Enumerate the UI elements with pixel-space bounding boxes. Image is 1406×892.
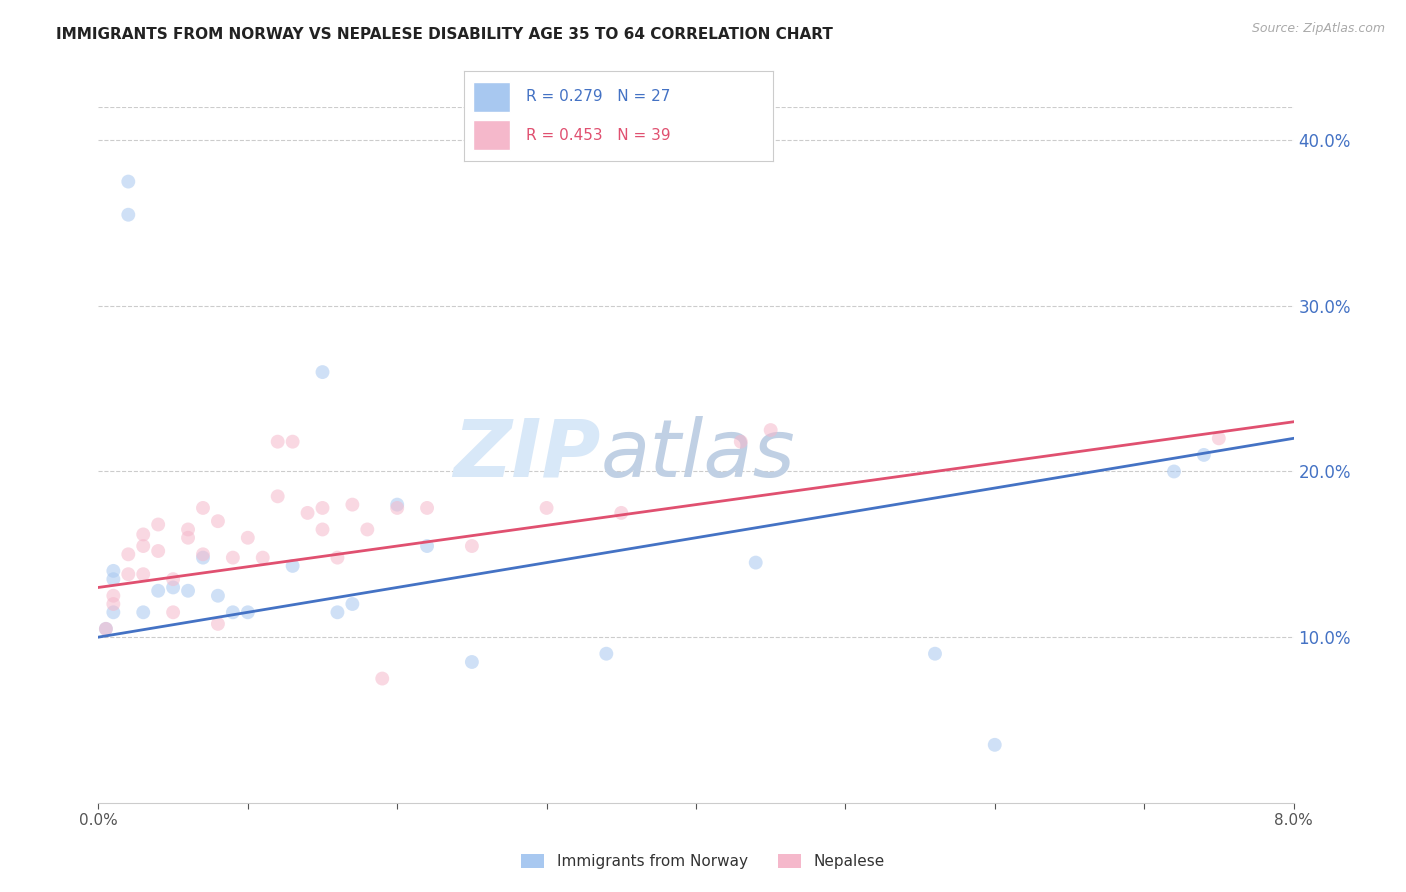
Point — [267, 434, 290, 449]
Point — [103, 605, 125, 619]
Point — [759, 423, 782, 437]
FancyBboxPatch shape — [474, 120, 510, 150]
Point — [177, 531, 200, 545]
Point — [1163, 465, 1185, 479]
Point — [267, 489, 290, 503]
Point — [342, 597, 364, 611]
FancyBboxPatch shape — [474, 82, 510, 112]
Point — [236, 605, 259, 619]
Point — [1192, 448, 1215, 462]
Text: R = 0.453   N = 39: R = 0.453 N = 39 — [526, 128, 671, 143]
Point — [162, 605, 184, 619]
Text: R = 0.279   N = 27: R = 0.279 N = 27 — [526, 89, 671, 103]
Point — [984, 738, 1007, 752]
Point — [148, 544, 170, 558]
Point — [132, 539, 155, 553]
Point — [132, 567, 155, 582]
Point — [191, 550, 214, 565]
Point — [94, 622, 117, 636]
Point — [162, 572, 184, 586]
Point — [162, 581, 184, 595]
Point — [177, 523, 200, 537]
Point — [297, 506, 319, 520]
Point — [385, 500, 409, 515]
Point — [94, 622, 117, 636]
Point — [416, 500, 439, 515]
Text: Source: ZipAtlas.com: Source: ZipAtlas.com — [1251, 22, 1385, 36]
Point — [326, 605, 349, 619]
Point — [191, 547, 214, 561]
Point — [461, 655, 484, 669]
Point — [311, 365, 333, 379]
Point — [924, 647, 946, 661]
Point — [222, 605, 245, 619]
Point — [191, 500, 214, 515]
Point — [416, 539, 439, 553]
Point — [311, 523, 333, 537]
Point — [132, 527, 155, 541]
Text: ZIP: ZIP — [453, 416, 600, 494]
Point — [103, 597, 125, 611]
Point — [252, 550, 274, 565]
Point — [371, 672, 394, 686]
Point — [745, 556, 768, 570]
Point — [1208, 431, 1230, 445]
Point — [595, 647, 617, 661]
Point — [117, 567, 139, 582]
Point — [311, 500, 333, 515]
Point — [132, 605, 155, 619]
Point — [207, 589, 229, 603]
Point — [103, 589, 125, 603]
Point — [222, 550, 245, 565]
Point — [117, 547, 139, 561]
Point — [461, 539, 484, 553]
Point — [207, 514, 229, 528]
Point — [207, 616, 229, 631]
Point — [148, 517, 170, 532]
Point — [610, 506, 633, 520]
Legend: Immigrants from Norway, Nepalese: Immigrants from Norway, Nepalese — [516, 847, 890, 875]
Point — [117, 175, 139, 189]
Point — [730, 434, 752, 449]
Point — [148, 583, 170, 598]
Point — [236, 531, 259, 545]
Point — [281, 558, 304, 573]
Text: IMMIGRANTS FROM NORWAY VS NEPALESE DISABILITY AGE 35 TO 64 CORRELATION CHART: IMMIGRANTS FROM NORWAY VS NEPALESE DISAB… — [56, 27, 834, 42]
Point — [103, 572, 125, 586]
Point — [281, 434, 304, 449]
Point — [385, 498, 409, 512]
Point — [103, 564, 125, 578]
Point — [356, 523, 378, 537]
Point — [177, 583, 200, 598]
Point — [117, 208, 139, 222]
Text: atlas: atlas — [600, 416, 796, 494]
Point — [536, 500, 558, 515]
Point — [342, 498, 364, 512]
Point — [326, 550, 349, 565]
